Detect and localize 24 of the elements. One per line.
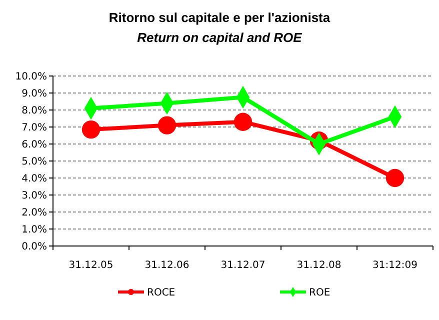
chart-title: Ritorno sul capitale e per l'azionista (108, 10, 331, 25)
x-tick-label: 31.12.08 (296, 260, 342, 271)
legend-label: ROE (309, 288, 330, 298)
y-tick-label: 0.0% (22, 242, 47, 252)
y-tick-label: 9.0% (22, 88, 47, 100)
y-tick-label: 4.0% (22, 174, 47, 184)
y-tick-label: 6.0% (22, 140, 47, 150)
x-tick-label: 31.12.05 (68, 260, 114, 271)
x-tick-label: 31.12.07 (220, 260, 266, 271)
y-tick-label: 8.0% (22, 106, 47, 116)
y-tick-label: 3.0% (22, 190, 47, 202)
y-tick-label: 2.0% (22, 208, 47, 218)
point (82, 120, 100, 139)
point (158, 116, 176, 134)
y-tick-label: 1.0% (22, 224, 47, 236)
point (234, 112, 252, 131)
legend-label: ROCE (147, 288, 176, 298)
y-tick-label: 7.0% (22, 122, 47, 134)
chart-subtitle: Return on capital and ROE (137, 30, 302, 45)
x-tick-label: 31:12:09 (372, 260, 418, 271)
y-tick-label: 10.0% (15, 72, 47, 82)
point (386, 168, 404, 188)
x-tick-label: 31.12.06 (144, 260, 190, 271)
y-tick-label: 5.0% (22, 156, 47, 168)
